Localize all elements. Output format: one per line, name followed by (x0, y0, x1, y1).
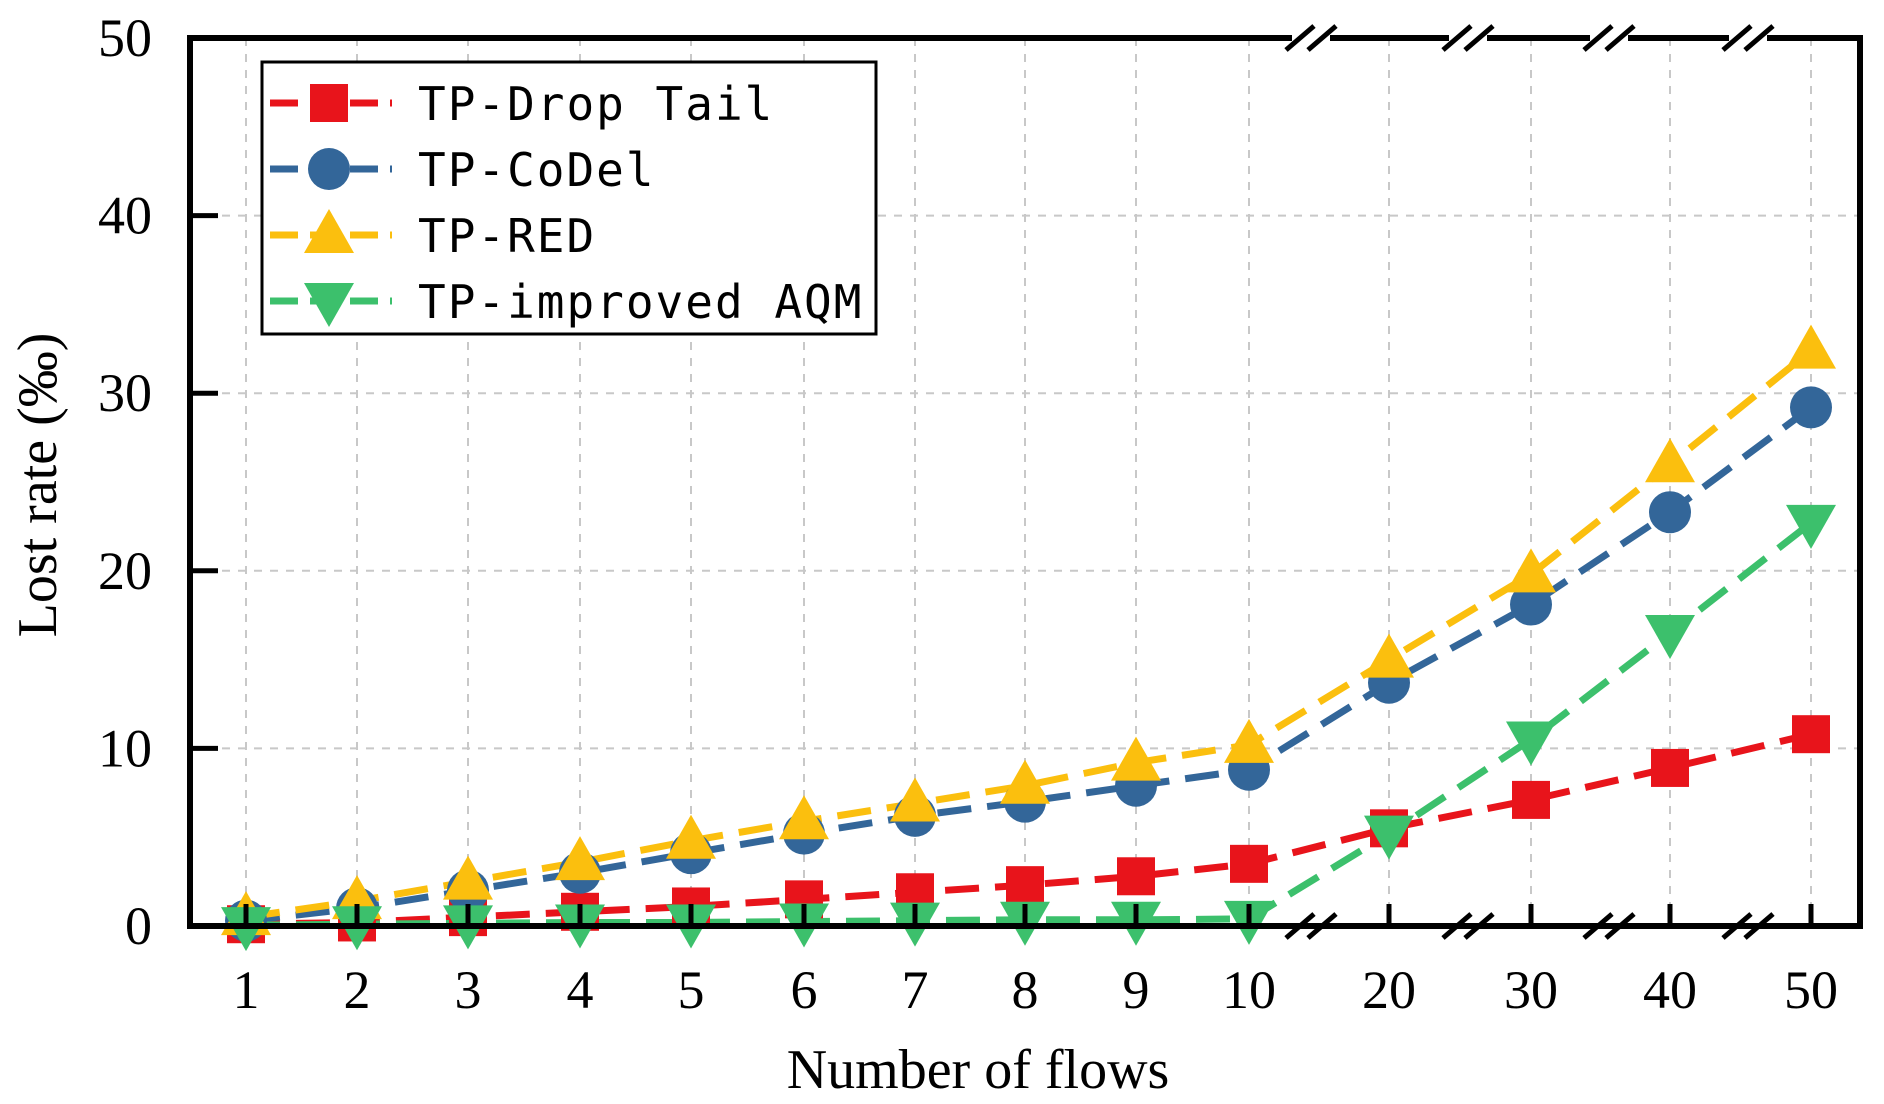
data-point (1792, 715, 1830, 754)
x-tick-label: 30 (1504, 960, 1558, 1020)
axis-break-mark (1721, 24, 1753, 52)
data-point (1000, 759, 1050, 804)
legend: TP-Drop Tail TP-CoDel TP-RED TP-improved AQ… (260, 60, 878, 336)
axis-break-mark (1441, 912, 1473, 940)
data-point (1506, 721, 1556, 766)
data-point (1006, 866, 1044, 905)
axis-break-mark (1284, 912, 1316, 940)
x-axis-title: Number of flows (787, 1039, 1170, 1101)
x-tick-label: 8 (1012, 960, 1039, 1020)
y-tick-label: 50 (98, 8, 152, 68)
series-line (245, 404, 1814, 925)
axis-break-mark (1582, 24, 1614, 52)
series-markers (221, 324, 1836, 952)
data-point (1117, 857, 1155, 896)
axis-break-mark (1604, 24, 1636, 52)
axis-break-mark (1582, 912, 1614, 940)
y-tick-label: 20 (98, 541, 152, 601)
data-point (1649, 491, 1691, 534)
axis-break-mark (1743, 24, 1775, 52)
axis-break-mark (1463, 24, 1495, 52)
legend-label: TP-RED (418, 209, 596, 263)
data-point (1230, 844, 1268, 883)
axis-break-mark (1441, 24, 1473, 52)
axis-break-mark (1743, 912, 1775, 940)
legend-marker (308, 148, 350, 190)
x-tick-label: 1 (233, 960, 260, 1020)
x-tick-label: 5 (678, 960, 705, 1020)
y-tick-label: 0 (125, 896, 152, 956)
data-point (1510, 583, 1552, 626)
data-point (1111, 736, 1161, 781)
x-tick-label: 2 (344, 960, 371, 1020)
data-point (1364, 815, 1414, 860)
axis-break-mark (1721, 912, 1753, 940)
data-point (1224, 718, 1274, 763)
series-line (245, 730, 1812, 928)
y-tick-label: 10 (98, 718, 152, 778)
axis-break-mark (1284, 24, 1316, 52)
data-point (1645, 614, 1695, 659)
axis-break-mark (1306, 24, 1338, 52)
axis-break-mark (1306, 912, 1338, 940)
data-point (1786, 504, 1836, 549)
data-point (1512, 780, 1550, 819)
data-point (1645, 438, 1695, 483)
y-tick-label: 40 (98, 186, 152, 246)
data-point (1790, 386, 1832, 429)
legend-marker (304, 283, 354, 327)
data-point (890, 777, 940, 822)
axis-break-marks (1284, 24, 1775, 940)
series-line (245, 520, 1814, 929)
series-line (245, 347, 1814, 921)
x-tick-label: 7 (902, 960, 929, 1020)
x-tick-label: 4 (567, 960, 594, 1020)
legend-marker (304, 209, 354, 253)
data-point (1364, 633, 1414, 678)
x-tick-label: 6 (791, 960, 818, 1020)
legend-marker (310, 84, 348, 122)
x-tick-label: 50 (1784, 960, 1838, 1020)
x-tick-label: 3 (455, 960, 482, 1020)
x-tick-label: 10 (1222, 960, 1276, 1020)
data-point (1506, 548, 1556, 593)
data-point (779, 795, 829, 840)
axis-break-mark (1604, 912, 1636, 940)
data-point (1786, 324, 1836, 369)
data-point (555, 836, 605, 881)
data-point (1651, 748, 1689, 787)
x-tick-label: 9 (1123, 960, 1150, 1020)
legend-label: TP-improved AQM (418, 275, 863, 329)
ticks: 1 2 3 4 5 6 7 8 9 10 20 30 40 50 0 10 20 30 40 50 (98, 8, 1838, 1020)
x-tick-label: 40 (1643, 960, 1697, 1020)
axis-break-mark (1463, 912, 1495, 940)
legend-box (260, 60, 878, 336)
legend-label: TP-Drop Tail (418, 77, 774, 131)
x-tick-label: 20 (1362, 960, 1416, 1020)
data-point (666, 814, 716, 859)
data-point (221, 907, 271, 952)
y-tick-label: 30 (98, 363, 152, 423)
series-lines (245, 347, 1814, 929)
legend-label: TP-CoDel (418, 143, 656, 197)
data-point (443, 855, 493, 900)
y-axis-title: Lost rate (‰) (7, 333, 69, 638)
